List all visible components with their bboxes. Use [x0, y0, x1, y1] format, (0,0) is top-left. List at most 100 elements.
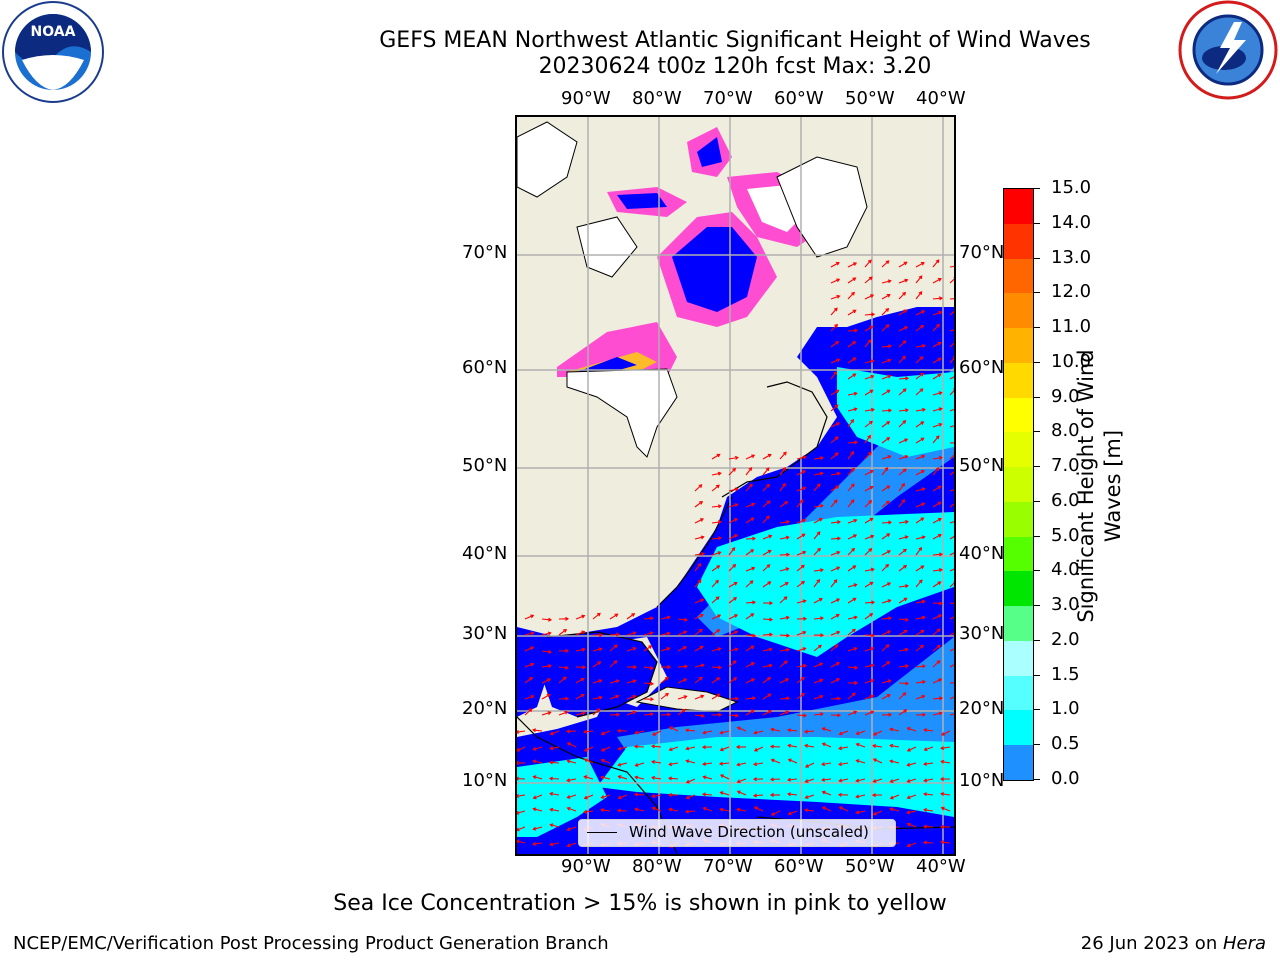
wave-arrow	[601, 794, 611, 799]
wave-arrow-head	[583, 795, 588, 800]
wave-arrow-head	[766, 500, 771, 505]
wave-arrow	[601, 776, 611, 780]
wave-arrow-head	[787, 728, 792, 733]
wave-arrow	[881, 582, 891, 588]
wave-arrow	[915, 665, 925, 668]
footer-date: 26 Jun 2023 on	[1080, 933, 1223, 954]
wave-arrow-head	[923, 778, 928, 783]
wave-arrow-head	[651, 806, 656, 811]
wave-arrow-head	[922, 712, 927, 717]
wave-arrow	[702, 793, 713, 796]
wave-arrow	[805, 794, 815, 799]
wave-arrow-head	[818, 598, 823, 602]
wave-arrow-head	[923, 728, 928, 733]
wave-arrow	[864, 294, 874, 300]
wave-arrow-head	[583, 758, 588, 763]
wave-arrow	[830, 324, 838, 332]
wave-arrow-head	[819, 503, 824, 508]
wave-arrow	[609, 695, 619, 700]
wave-arrow	[567, 760, 577, 764]
wave-arrow-head	[634, 730, 639, 735]
wave-arrow-head	[854, 440, 859, 445]
wave-arrow-head	[753, 762, 758, 767]
wave-arrow	[890, 760, 900, 764]
wave-arrow	[754, 806, 764, 812]
wave-arrow-head	[566, 795, 571, 799]
lat-label-left-50n: 50°N	[462, 455, 508, 476]
wave-arrow	[719, 762, 730, 765]
wave-arrow	[796, 677, 805, 684]
wave-arrow-head	[600, 747, 605, 752]
wave-arrow	[830, 262, 840, 268]
wave-arrow-head	[768, 534, 773, 539]
wave-arrow	[524, 614, 534, 620]
wave-arrow-head	[889, 759, 894, 764]
wave-arrow	[890, 778, 900, 783]
wave-arrow	[745, 549, 754, 556]
wave-arrow	[660, 713, 671, 716]
wave-arrow-head	[920, 644, 924, 649]
wave-arrow-head	[854, 680, 859, 685]
wave-arrow	[711, 677, 720, 684]
wave-arrow-head	[888, 712, 893, 717]
wave-arrow-head	[634, 775, 639, 780]
wave-arrow-head	[699, 614, 704, 618]
wave-arrow	[753, 794, 764, 797]
wave-arrow-head	[786, 633, 791, 638]
wave-arrow	[728, 488, 738, 492]
wave-arrow	[932, 660, 941, 668]
wave-arrow	[813, 644, 822, 652]
wave-arrow-head	[683, 695, 688, 699]
wave-arrow	[915, 517, 924, 524]
wave-arrow-head	[938, 407, 943, 412]
wave-arrow	[669, 762, 679, 766]
wave-arrow	[567, 742, 577, 748]
wave-arrow	[728, 714, 739, 717]
wave-arrow	[839, 778, 849, 782]
wave-arrow-head	[872, 779, 877, 783]
wave-arrow	[635, 808, 645, 812]
wave-arrow-head	[700, 518, 704, 522]
wave-arrow	[915, 310, 925, 316]
wave-arrow	[822, 762, 832, 766]
wave-arrow-head	[939, 777, 944, 782]
wave-arrow	[864, 389, 873, 396]
wave-arrow-head	[616, 632, 621, 637]
wave-arrow	[881, 661, 890, 668]
wave-arrow-head	[719, 730, 724, 735]
map-legend: Wind Wave Direction (unscaled)	[578, 819, 896, 847]
wave-arrow	[728, 547, 736, 556]
wave-arrow-head	[547, 663, 552, 669]
wave-arrow-head	[632, 646, 637, 651]
wave-arrow-head	[836, 422, 841, 426]
wave-arrow	[915, 291, 923, 300]
wave-arrow-head	[904, 664, 909, 669]
wave-arrow	[788, 793, 798, 796]
wave-arrow-head	[751, 678, 756, 682]
wave-arrow	[813, 662, 823, 668]
wave-arrow-head	[701, 745, 706, 750]
wave-arrow	[864, 313, 875, 316]
wave-arrow	[745, 454, 755, 460]
wave-arrow	[533, 729, 543, 732]
wave-arrow-head	[884, 467, 889, 471]
wave-arrow	[915, 356, 923, 364]
wave-arrow-head	[667, 665, 672, 670]
wave-arrow-head	[918, 579, 923, 584]
wave-arrow-head	[752, 633, 757, 638]
wave-arrow	[890, 808, 900, 812]
wave-arrow-head	[633, 744, 638, 749]
wave-arrow	[618, 762, 628, 766]
wave-arrow	[830, 307, 838, 316]
wave-arrow	[932, 407, 942, 412]
wave-arrow	[847, 341, 856, 348]
wave-arrow	[932, 391, 942, 396]
wave-arrow	[634, 745, 645, 748]
wave-arrow	[754, 730, 764, 734]
wave-arrow	[847, 419, 854, 428]
wave-arrow	[796, 581, 805, 588]
wave-arrow-head	[566, 778, 571, 783]
wave-arrow-head	[836, 471, 841, 476]
wave-arrow-head	[784, 582, 789, 586]
wave-arrow-head	[766, 483, 771, 488]
